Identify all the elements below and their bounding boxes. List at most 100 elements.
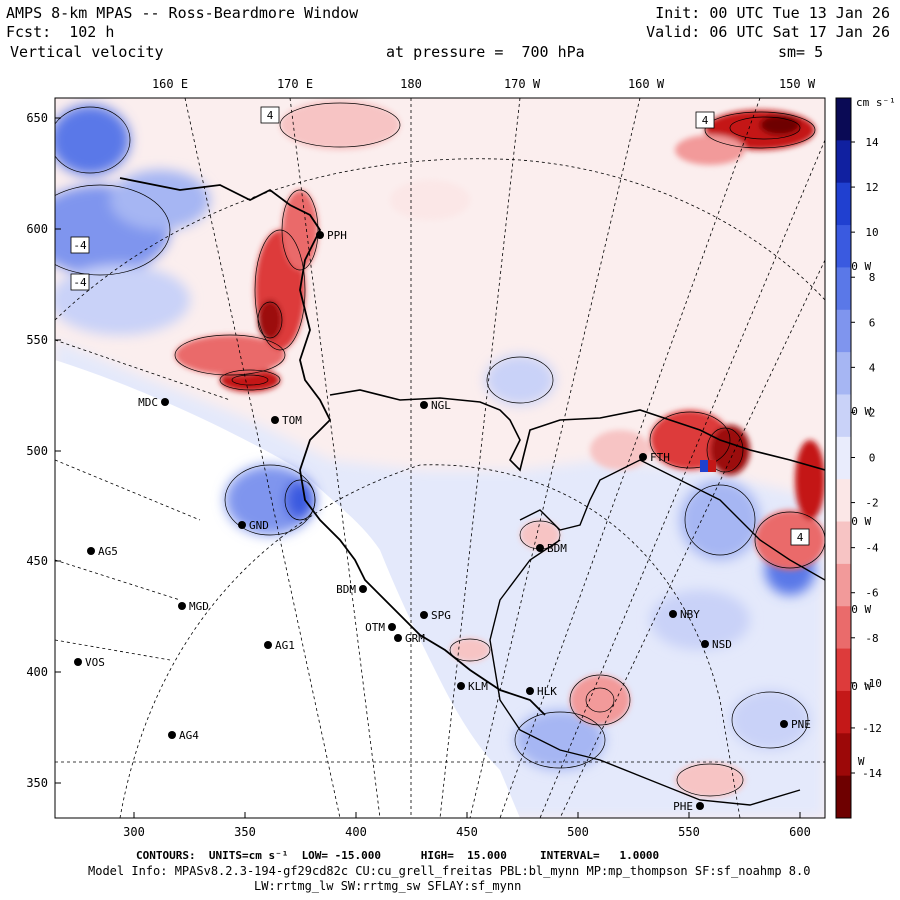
colorbar-swatch bbox=[836, 352, 851, 395]
x-tick-label: 300 bbox=[123, 825, 145, 839]
station-label: AG1 bbox=[275, 639, 295, 652]
colorbar-label: -2 bbox=[865, 497, 878, 510]
upward-motion-regions bbox=[175, 100, 825, 798]
colorbar-swatch bbox=[836, 140, 851, 184]
station-dot bbox=[420, 401, 428, 409]
pressure-level: at pressure = 700 hPa bbox=[386, 43, 585, 61]
station-label: NSD bbox=[712, 638, 732, 651]
colorbar-label: 0 bbox=[869, 452, 876, 465]
colorbar-label: -12 bbox=[862, 722, 882, 735]
colorbar-swatch bbox=[836, 521, 851, 565]
colorbar-units: cm s⁻¹ bbox=[856, 96, 896, 109]
contour-marker-value: -4 bbox=[73, 276, 87, 289]
colorbar-swatch bbox=[836, 436, 851, 480]
station-dot bbox=[359, 585, 367, 593]
station-label: PNE bbox=[791, 718, 811, 731]
colorbar-swatch bbox=[836, 309, 851, 353]
station-label: NBY bbox=[680, 608, 700, 621]
y-axis: 650 600 550 500 450 400 350 bbox=[26, 111, 61, 790]
lon-label: 170 W bbox=[504, 77, 541, 91]
lon-label: 160 E bbox=[152, 77, 188, 91]
valid-time: Valid: 06 UTC Sat 17 Jan 26 bbox=[646, 23, 890, 41]
station-label: BDM bbox=[547, 542, 567, 555]
colorbar-label: 4 bbox=[869, 361, 876, 374]
y-tick-label: 350 bbox=[26, 776, 48, 790]
station-dot bbox=[701, 640, 709, 648]
station-label: OTM bbox=[365, 621, 385, 634]
station-label: BDM bbox=[336, 583, 356, 596]
station-dot bbox=[316, 231, 324, 239]
contour-value-markers: 4 -4 -4 4 4 bbox=[70, 106, 810, 546]
colorbar-swatch bbox=[836, 606, 851, 650]
map-title: AMPS 8-km MPAS -- Ross-Beardmore Window bbox=[6, 4, 359, 22]
model-info: Model Info: MPASv8.2.3-194-gf29cd82c CU:… bbox=[88, 864, 811, 878]
station-label: MDC bbox=[138, 396, 158, 409]
station-dot bbox=[87, 547, 95, 555]
colorbar-label: 14 bbox=[865, 136, 879, 149]
colorbar-swatch bbox=[836, 98, 851, 141]
station-dot bbox=[271, 416, 279, 424]
station-label: PPH bbox=[327, 229, 347, 242]
station-dot bbox=[161, 398, 169, 406]
lon-label: 160 W bbox=[628, 77, 665, 91]
station-dot bbox=[696, 802, 704, 810]
contours-info: CONTOURS: UNITS=cm s⁻¹ LOW= -15.000 HIGH… bbox=[136, 849, 660, 862]
model-info-line2: LW:rrtmg_lw SW:rrtmg_sw SFLAY:sf_mynn bbox=[254, 879, 522, 893]
x-axis: 300 350 400 450 500 550 600 bbox=[123, 812, 811, 839]
colorbar-label: 8 bbox=[869, 271, 876, 284]
station-dot bbox=[780, 720, 788, 728]
colorbar-label: -10 bbox=[862, 677, 882, 690]
x-tick-label: 600 bbox=[789, 825, 811, 839]
station-label: AG5 bbox=[98, 545, 118, 558]
station-label: HLK bbox=[537, 685, 557, 698]
x-tick-label: 500 bbox=[567, 825, 589, 839]
colorbar-label: -6 bbox=[865, 587, 878, 600]
station-dot bbox=[388, 623, 396, 631]
station-dot bbox=[669, 610, 677, 618]
x-tick-label: 550 bbox=[678, 825, 700, 839]
station-label: SPG bbox=[431, 609, 451, 622]
forecast-hour: Fcst: 102 h bbox=[6, 23, 115, 41]
station-dot bbox=[420, 611, 428, 619]
field-name: Vertical velocity bbox=[10, 43, 164, 61]
station-dot bbox=[394, 634, 402, 642]
station-dot bbox=[457, 682, 465, 690]
colorbar-swatch bbox=[836, 479, 851, 523]
coastline-east bbox=[489, 539, 801, 806]
colorbar-swatch bbox=[836, 690, 851, 734]
init-time: Init: 00 UTC Tue 13 Jan 26 bbox=[655, 4, 890, 22]
station-dot bbox=[264, 641, 272, 649]
colorbar-label: -14 bbox=[862, 767, 882, 780]
smoothing: sm= 5 bbox=[778, 43, 824, 61]
colorbar-label: 12 bbox=[865, 181, 878, 194]
station-label: PHE bbox=[673, 800, 693, 813]
contour-marker-box bbox=[695, 111, 715, 129]
colorbar-label: -8 bbox=[865, 632, 878, 645]
lon-label: 150 W bbox=[779, 77, 816, 91]
colorbar-swatch bbox=[836, 733, 851, 777]
station-label: GRM bbox=[405, 632, 425, 645]
station-dot bbox=[74, 658, 82, 666]
station-label: GND bbox=[249, 519, 269, 532]
x-tick-label: 400 bbox=[345, 825, 367, 839]
contour-marker-value: -4 bbox=[73, 239, 87, 252]
contour-lines bbox=[55, 102, 825, 797]
contour-marker-value: 4 bbox=[267, 109, 274, 122]
colorbar-label: 2 bbox=[869, 406, 876, 419]
longitude-labels: 160 E 170 E 180 170 W 160 W 150 W bbox=[152, 77, 816, 91]
lat-lon-grid bbox=[55, 98, 825, 818]
station-label: KLM bbox=[468, 680, 488, 693]
y-tick-label: 500 bbox=[26, 444, 48, 458]
station-label: TOM bbox=[282, 414, 302, 427]
contour-marker-value: 4 bbox=[702, 114, 709, 127]
colorbar-label: 10 bbox=[865, 226, 878, 239]
lon-label: 180 bbox=[400, 77, 422, 91]
y-tick-label: 550 bbox=[26, 333, 48, 347]
station-label: VOS bbox=[85, 656, 105, 669]
station-dot bbox=[168, 731, 176, 739]
station-markers: PPH MDC NGL TOM FTH GND AG5 BDM SPG OTM GRM MGD AG1 B… bbox=[74, 229, 811, 813]
colorbar-labels: 14 12 10 8 6 4 2 0 -2 -4 -6 -8 -10 -12 -14 bbox=[851, 136, 882, 780]
colorbar-swatch bbox=[836, 394, 851, 438]
y-tick-label: 400 bbox=[26, 665, 48, 679]
